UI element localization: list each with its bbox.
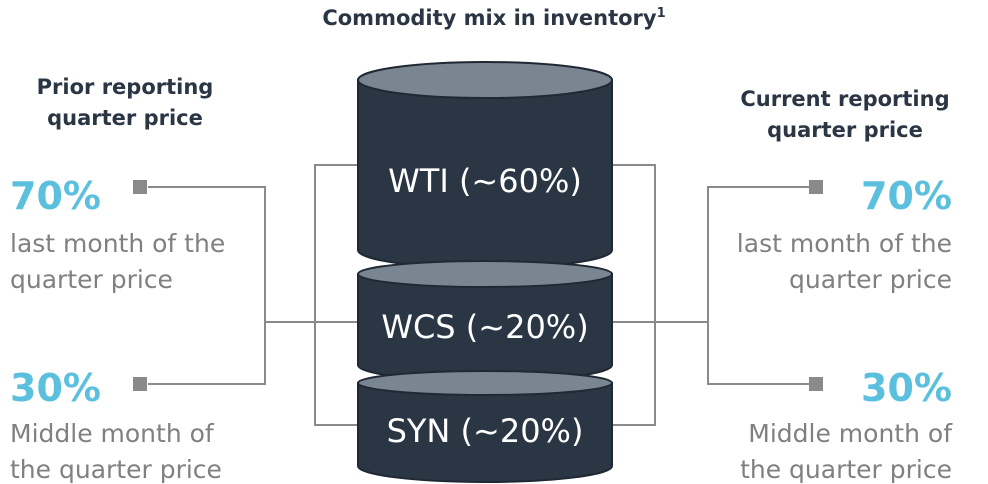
title: Commodity mix in inventory [322, 6, 656, 30]
percent: 70% [10, 174, 101, 218]
left-header: Prior reporting quarter price [5, 72, 245, 134]
description: Middle month of the quarter price [702, 416, 952, 484]
description: Middle month of the quarter price [10, 416, 260, 484]
percent: 30% [861, 366, 952, 410]
cylinder-top [358, 62, 612, 98]
cylinder-top [358, 261, 612, 287]
percent: 70% [861, 174, 952, 218]
footnote-mark: 1 [657, 6, 666, 21]
description: last month of the quarter price [702, 226, 952, 298]
marker [133, 180, 147, 194]
cylinder-label: WCS (~20%) [358, 308, 612, 346]
cylinder-top [358, 371, 612, 395]
right-header: Current reporting quarter price [720, 84, 970, 146]
percent: 30% [10, 366, 101, 410]
marker [809, 180, 823, 194]
cylinder-label: SYN (~20%) [358, 412, 612, 450]
cylinder-label: WTI (~60%) [358, 162, 612, 200]
marker [809, 377, 823, 391]
marker [133, 377, 147, 391]
diagram: Commodity mix in inventory1 Prior report… [0, 0, 988, 484]
description: last month of the quarter price [10, 226, 260, 298]
title-block: Commodity mix in inventory1 [0, 6, 988, 30]
